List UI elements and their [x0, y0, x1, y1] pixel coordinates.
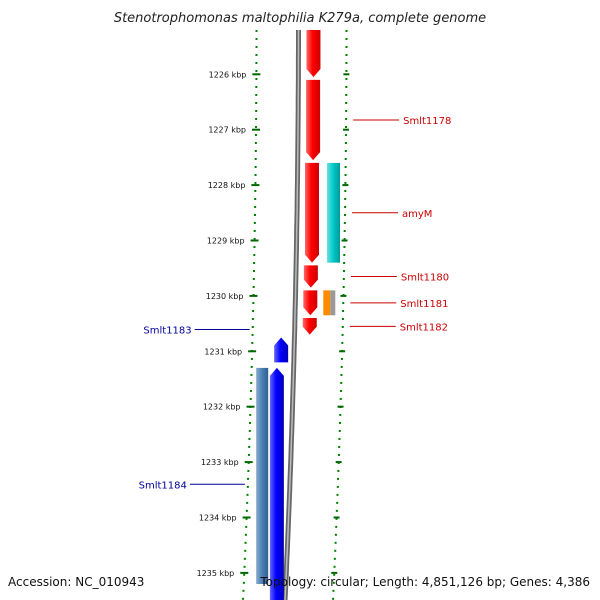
backbone-line [282, 30, 301, 600]
tick-label: 1232 kbp [203, 403, 241, 412]
genome-backbone [282, 30, 301, 600]
feature-track [256, 162, 341, 584]
track-guide-left [242, 30, 258, 600]
gene-arrow[interactable] [306, 79, 321, 161]
tick-label: 1234 kbp [199, 513, 237, 522]
gene-label[interactable]: Smlt1184 [139, 480, 187, 491]
gene-label[interactable]: Smlt1181 [400, 299, 448, 310]
tick-label: 1228 kbp [208, 181, 246, 190]
gene-track [269, 29, 321, 600]
tick-label: 1226 kbp [209, 70, 247, 79]
gene-labels: Smlt1178 amyM Smlt1180 Smlt1181 Smlt1182 Smlt… [139, 116, 452, 491]
gene-arrow[interactable] [302, 318, 317, 335]
feature-block-shadow [330, 290, 336, 316]
topology-text: Topology: circular; Length: 4,851,126 bp… [259, 575, 590, 589]
gene-label[interactable]: Smlt1178 [403, 116, 451, 127]
gene-label[interactable]: Smlt1183 [143, 325, 191, 336]
feature-block [323, 290, 331, 316]
map-title: Stenotrophomonas maltophilia K279a, comp… [114, 11, 486, 26]
backbone-highlight [284, 30, 300, 600]
tick-label: 1227 kbp [208, 126, 246, 135]
gene-arrow[interactable] [305, 162, 320, 263]
gene-arrow[interactable] [303, 290, 318, 316]
tick-label: 1233 kbp [201, 458, 239, 467]
gene-arrow[interactable] [274, 337, 289, 363]
tick-label: 1231 kbp [204, 347, 242, 356]
tick-label: 1235 kbp [197, 569, 235, 578]
feature-block [327, 162, 341, 263]
gene-label[interactable]: Smlt1180 [401, 273, 449, 284]
gene-arrow[interactable] [303, 265, 318, 288]
gene-label[interactable]: Smlt1182 [400, 322, 448, 333]
gene-label[interactable]: amyM [402, 209, 432, 220]
gene-arrow[interactable] [306, 29, 321, 78]
gene-arrow[interactable] [269, 367, 284, 600]
tick-label: 1229 kbp [207, 236, 245, 245]
accession-text: Accession: NC_010943 [8, 575, 144, 589]
feature-block [256, 367, 269, 584]
coordinate-axis: 1226 kbp 1227 kbp 1228 kbp 1229 kbp 1230 kbp… [197, 70, 350, 578]
tick-label: 1230 kbp [206, 292, 244, 301]
